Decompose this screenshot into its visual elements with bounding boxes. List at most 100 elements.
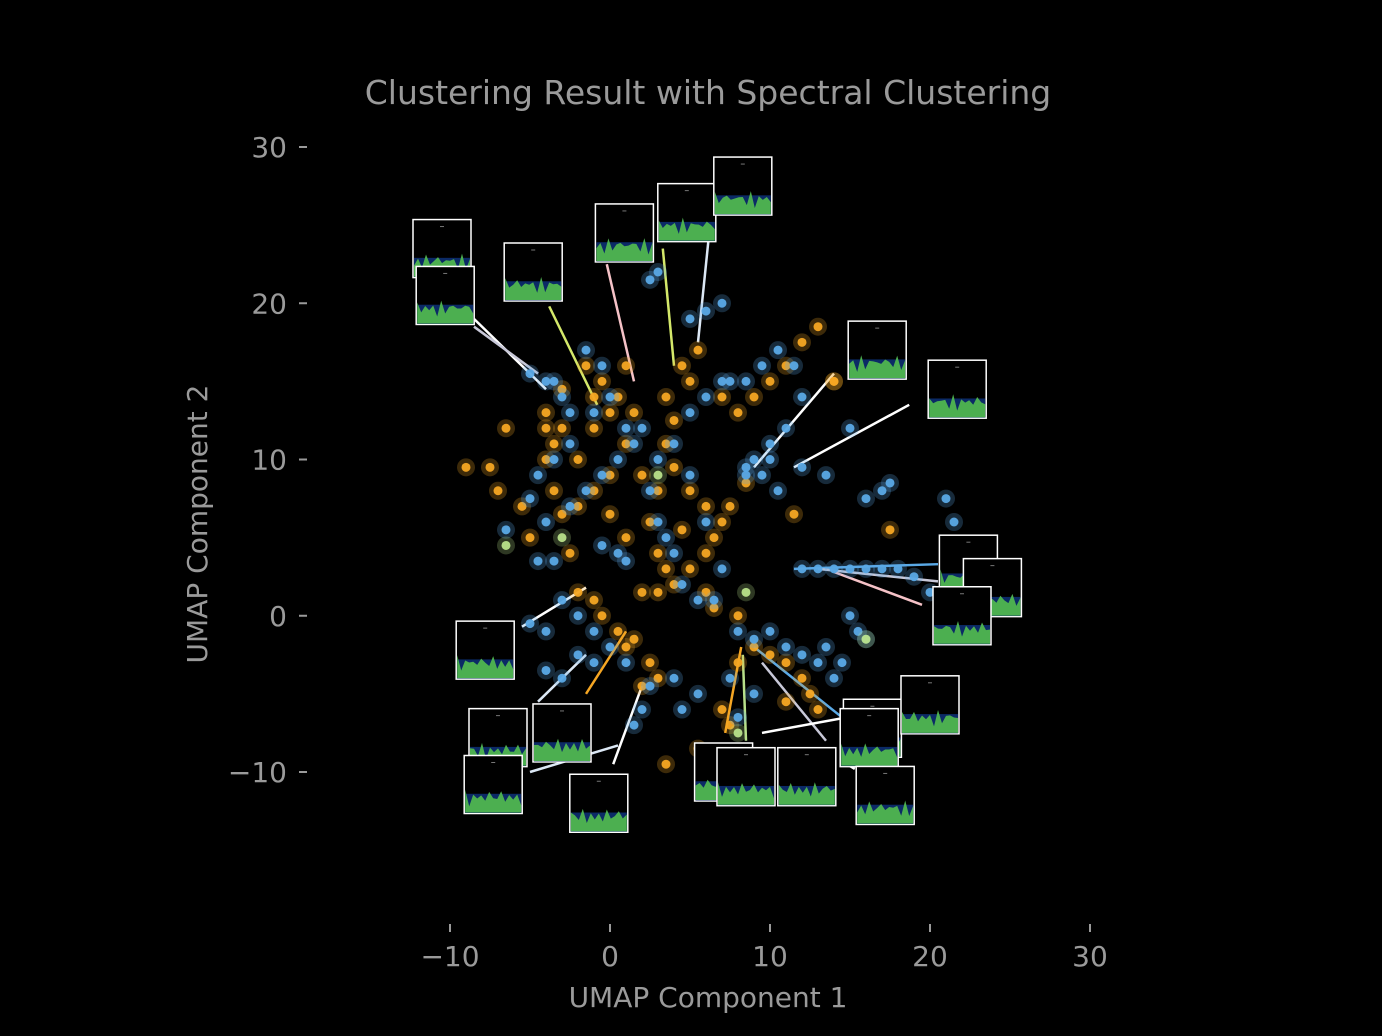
scatter-point xyxy=(805,689,815,699)
scatter-point xyxy=(621,556,631,566)
scatter-point xyxy=(813,564,823,574)
scatter-point xyxy=(749,392,759,402)
scatter-point xyxy=(629,439,639,449)
scatter-point xyxy=(797,337,807,347)
scatter-point xyxy=(861,634,871,644)
scatter-point xyxy=(557,384,567,394)
x-axis-label: UMAP Component 1 xyxy=(569,981,848,1014)
y-axis-label: UMAP Component 2 xyxy=(181,385,214,664)
scatter-point xyxy=(629,634,639,644)
scatter-point xyxy=(645,486,655,496)
connector-line xyxy=(661,248,676,366)
scatter-point xyxy=(525,533,535,543)
scatter-point xyxy=(637,470,647,480)
scatter-point xyxy=(485,462,495,472)
waveform-thumbnail xyxy=(503,242,563,302)
scatter-point xyxy=(557,509,567,519)
scatter-point xyxy=(829,564,839,574)
scatter-point xyxy=(701,587,711,597)
scatter-point xyxy=(765,650,775,660)
scatter-point xyxy=(741,462,751,472)
scatter-point xyxy=(733,658,743,668)
scatter-point xyxy=(645,275,655,285)
scatter-point xyxy=(821,642,831,652)
connector-line xyxy=(761,661,827,742)
scatter-point xyxy=(653,470,663,480)
scatter-point xyxy=(749,634,759,644)
x-tick-label: 20 xyxy=(912,940,948,973)
scatter-point xyxy=(573,611,583,621)
scatter-point xyxy=(733,728,743,738)
scatter-point xyxy=(605,509,615,519)
scatter-point xyxy=(789,361,799,371)
scatter-point xyxy=(653,673,663,683)
scatter-point xyxy=(549,455,559,464)
x-tick-label: −10 xyxy=(420,940,479,973)
connector-line xyxy=(548,305,599,406)
scatter-point xyxy=(637,681,647,691)
scatter-point xyxy=(789,509,799,519)
scatter-point xyxy=(605,642,615,652)
scatter-point xyxy=(541,517,551,527)
scatter-point xyxy=(733,408,743,418)
scatter-point xyxy=(621,361,631,371)
scatter-point xyxy=(541,626,551,636)
scatter-point xyxy=(581,345,591,355)
waveform-thumbnail xyxy=(657,182,717,243)
scatter-point xyxy=(829,673,839,683)
scatter-point xyxy=(685,314,695,324)
scatter-point xyxy=(573,455,583,464)
waveform-thumbnail xyxy=(900,675,960,735)
scatter-point xyxy=(557,392,567,402)
scatter-point xyxy=(797,673,807,683)
scatter-point xyxy=(813,658,823,668)
scatter-point xyxy=(717,376,727,386)
scatter-point xyxy=(853,626,863,636)
scatter-point xyxy=(549,439,559,449)
scatter-point xyxy=(685,470,695,480)
scatter-point xyxy=(749,455,759,464)
waveform-thumbnail xyxy=(839,707,899,768)
y-tick-label: 10 xyxy=(251,444,287,477)
x-tick-label: 10 xyxy=(752,940,788,973)
scatter-point xyxy=(701,392,711,402)
scatter-point xyxy=(533,556,543,566)
scatter-point xyxy=(653,455,663,464)
scatter-point xyxy=(621,533,631,543)
scatter-point xyxy=(669,548,679,558)
scatter-point xyxy=(765,626,775,636)
scatter-point xyxy=(517,501,527,511)
x-axis: −10 0 10 20 30 xyxy=(420,924,1108,973)
scatter-point xyxy=(669,462,679,472)
scatter-point xyxy=(733,626,743,636)
waveform-thumbnail xyxy=(932,586,992,646)
scatter-point xyxy=(733,611,743,621)
scatter-point xyxy=(653,517,663,527)
scatter-point xyxy=(765,439,775,449)
scatter-point xyxy=(581,361,591,371)
scatter-point xyxy=(813,322,823,332)
scatter-point xyxy=(877,486,887,496)
scatter-point xyxy=(685,408,695,418)
scatter-point xyxy=(741,470,751,480)
scatter-point xyxy=(525,494,535,504)
scatter-point xyxy=(637,705,647,714)
scatter-point xyxy=(717,705,727,714)
scatter-point xyxy=(597,361,607,371)
scatter-point xyxy=(653,548,663,558)
scatter-point xyxy=(669,673,679,683)
scatter-point xyxy=(741,376,751,386)
scatter-point xyxy=(653,587,663,597)
scatter-point xyxy=(781,423,791,433)
scatter-point xyxy=(621,439,631,449)
scatter-point xyxy=(621,642,631,652)
scatter-point xyxy=(677,361,687,371)
scatter-point xyxy=(845,564,855,574)
y-tick-label: −10 xyxy=(228,756,287,789)
scatter-point xyxy=(565,501,575,511)
waveform-thumbnail xyxy=(594,203,655,263)
scatter-point xyxy=(693,689,703,699)
scatter-point xyxy=(557,595,567,605)
scatter-point xyxy=(581,486,591,496)
